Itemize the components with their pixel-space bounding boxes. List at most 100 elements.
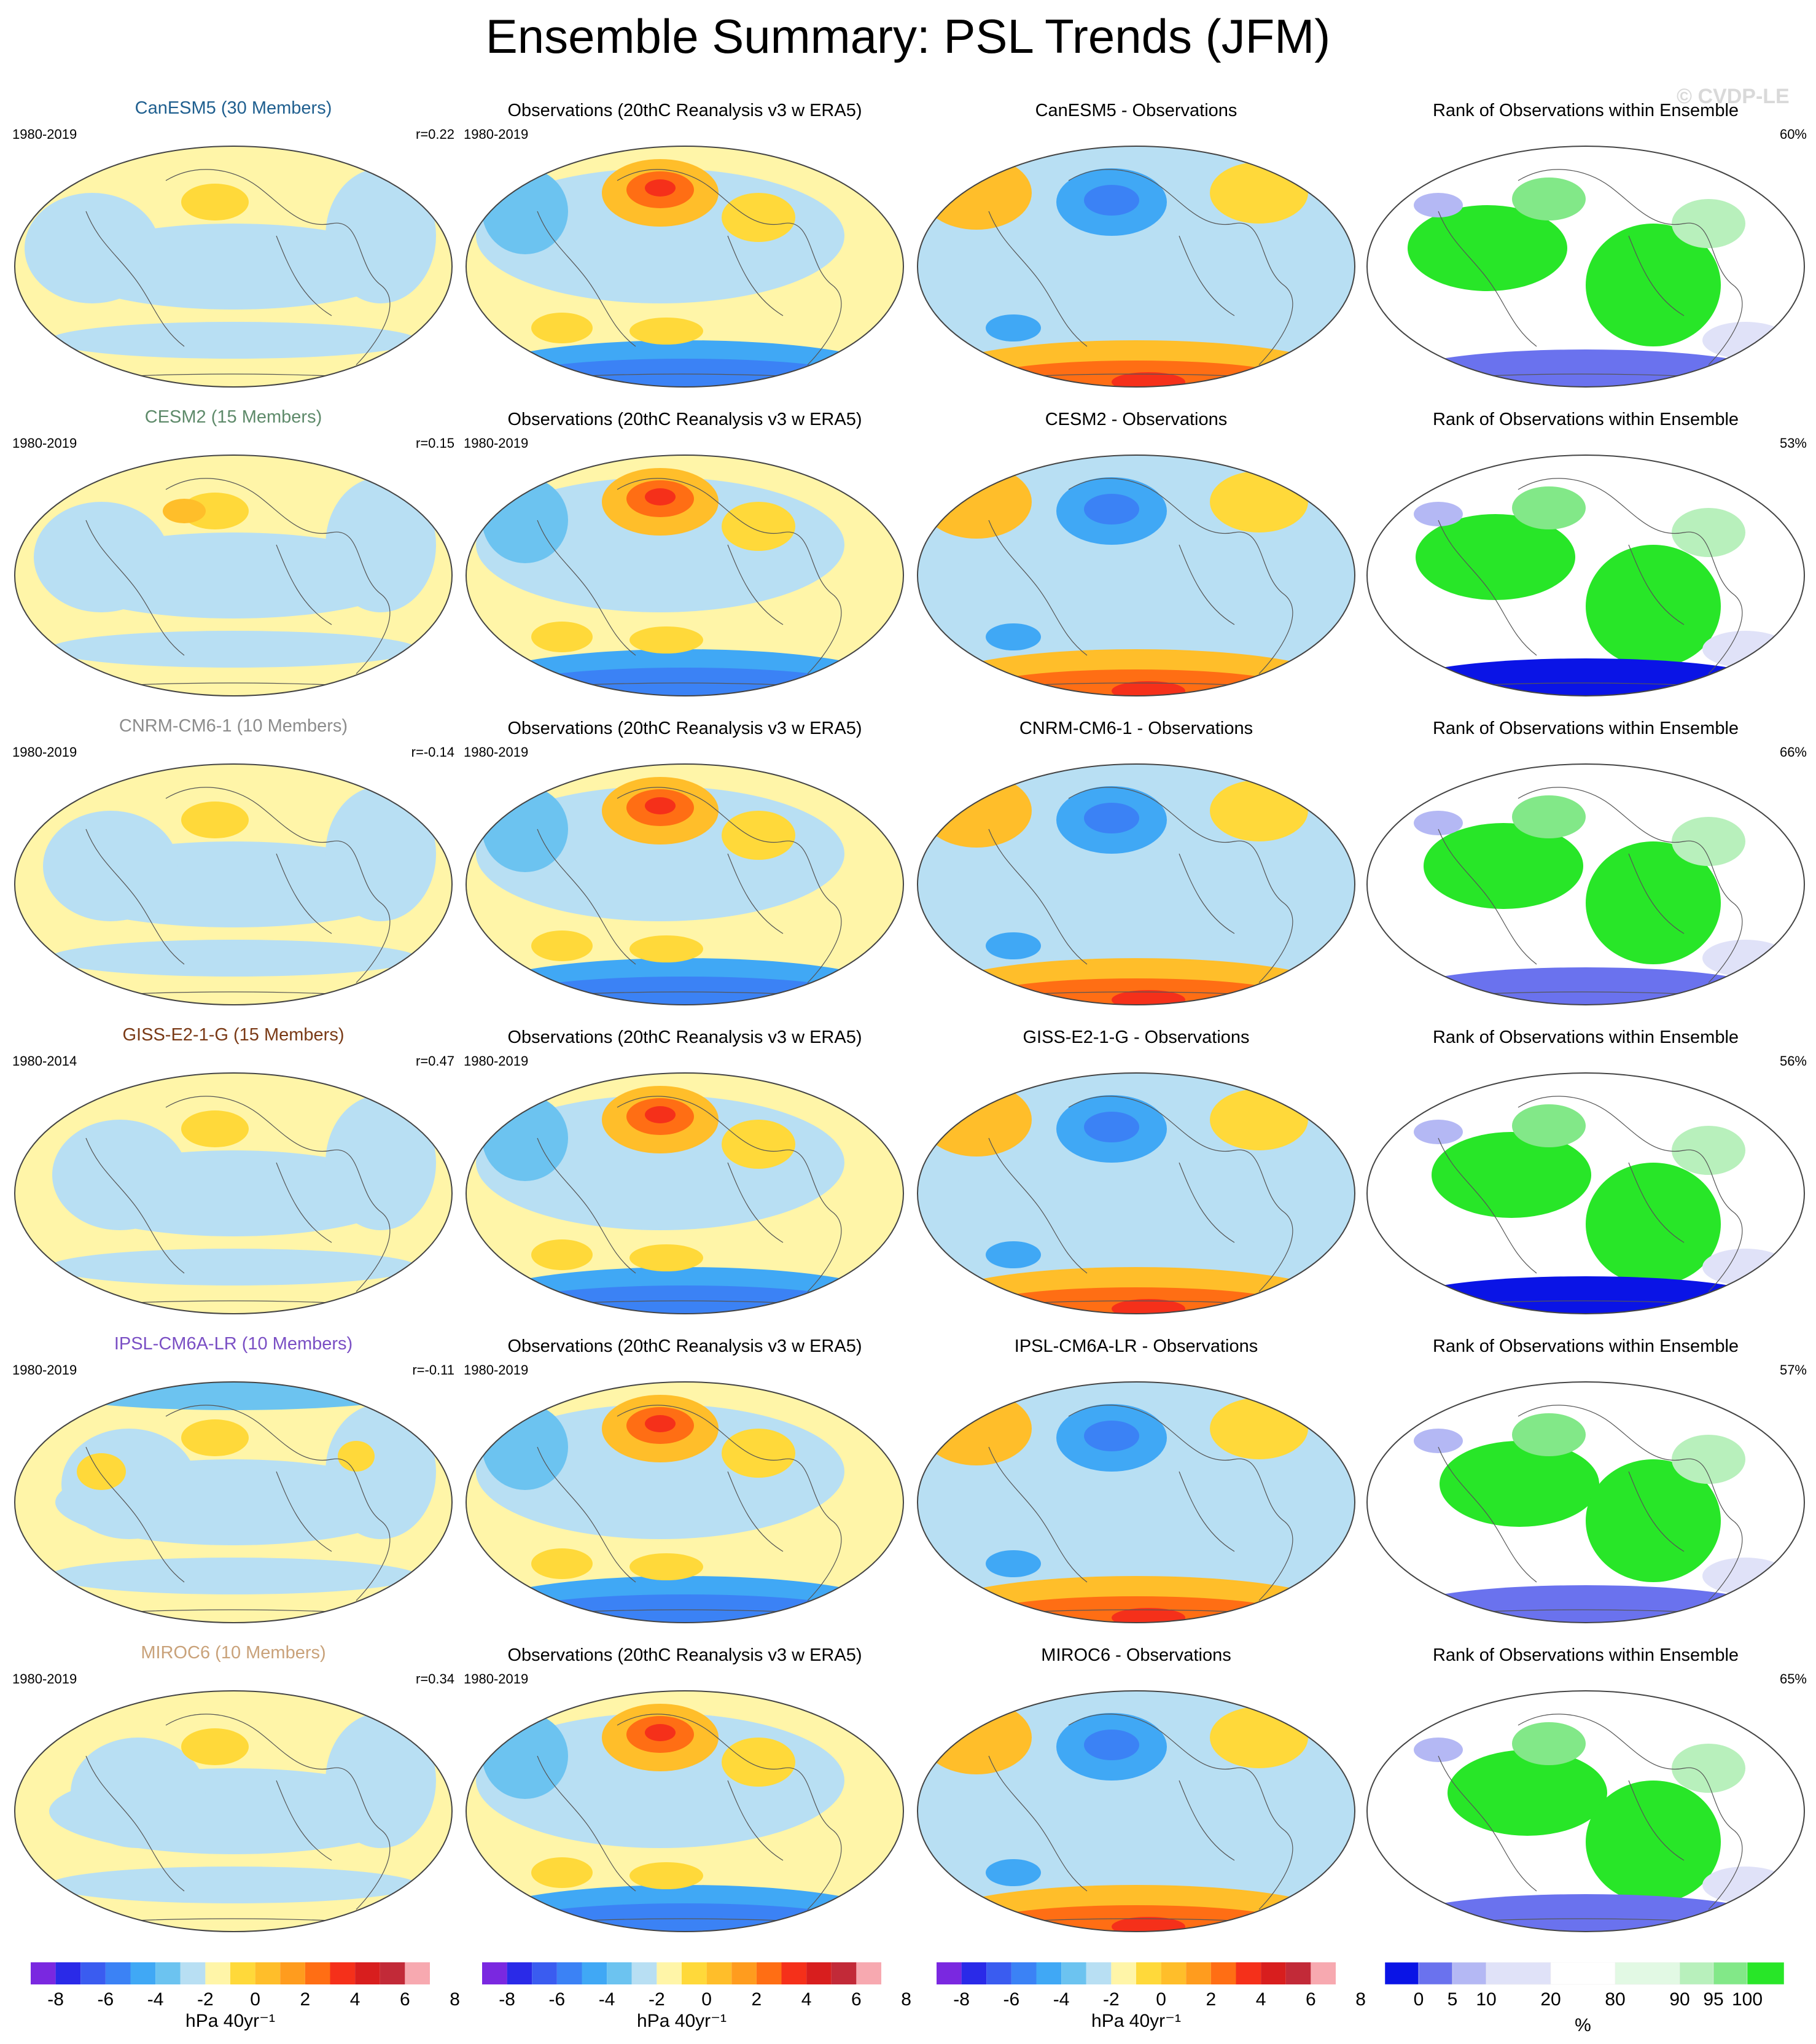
- positive-trend-region: [531, 1857, 593, 1888]
- max-positive-trend-region: [1112, 1917, 1185, 1932]
- rank-10-20-region: [1702, 1249, 1788, 1285]
- colorbar-tick-label: -2: [1103, 1989, 1120, 2010]
- strong-negative-trend-region: [1084, 1421, 1139, 1451]
- colorbar-tick-label: -2: [649, 1989, 665, 2010]
- colorbar-swatch: [1011, 1962, 1037, 1984]
- robinson-map: [1366, 763, 1805, 1005]
- map-outline: [466, 1381, 904, 1623]
- weak-negative-trend-region: [325, 477, 436, 612]
- strong-negative-trend-region: [1084, 1730, 1139, 1760]
- colorbar-tick-label: 80: [1605, 1989, 1626, 2010]
- colorbar-tick-label: 5: [1447, 1989, 1458, 2010]
- rank-percentage: 57%: [1779, 1362, 1807, 1378]
- rank-90-95-region: [1512, 1722, 1586, 1765]
- positive-trend-region: [921, 1701, 1032, 1774]
- rank-80-90-region: [1672, 1435, 1745, 1484]
- period-label: 1980-2014: [12, 1053, 77, 1069]
- colorbar-unit: hPa 40yr⁻¹: [1091, 2011, 1181, 2031]
- robinson-map: [917, 454, 1355, 696]
- colorbar-tick-label: 4: [1255, 1989, 1266, 2010]
- panel-title: Rank of Observations within Ensemble: [1432, 1645, 1739, 1665]
- negative-trend-region: [986, 314, 1041, 341]
- colorbar-swatch: [55, 1962, 81, 1984]
- colorbar-swatch: [631, 1962, 657, 1984]
- robinson-map: [466, 1072, 904, 1314]
- panel-title: CNRM-CM6-1 - Observations: [1019, 719, 1253, 738]
- strong-negative-trend-region: [1084, 1112, 1139, 1142]
- panel-title: Observations (20thC Reanalysis v3 w ERA5…: [507, 1028, 862, 1047]
- colorbar-tick-label: -4: [1053, 1989, 1070, 2010]
- map-outline: [917, 146, 1355, 388]
- strong-negative-trend-region: [501, 977, 869, 1005]
- negative-trend-region: [986, 623, 1041, 650]
- map-outline: [14, 1690, 453, 1932]
- rank-90-95-region: [1512, 795, 1586, 838]
- colorbar-tick-label: -8: [953, 1989, 970, 2010]
- map-field: [466, 455, 903, 696]
- weak-negative-trend-region: [43, 811, 178, 921]
- colorbar-swatch: [1086, 1962, 1112, 1984]
- map-outline: [1366, 1072, 1805, 1314]
- map-outline: [14, 454, 453, 696]
- positive-trend-region: [181, 1110, 249, 1147]
- map-outline: [466, 1690, 904, 1932]
- weak-negative-trend-region: [49, 1558, 418, 1594]
- colorbar-swatch: [831, 1962, 857, 1984]
- robinson-map: [1366, 1072, 1805, 1314]
- colorbar-swatch: [280, 1962, 305, 1984]
- map-field: [466, 146, 903, 387]
- weak-negative-trend-region: [34, 502, 169, 612]
- map-outline: [466, 763, 904, 1005]
- colorbar-tick-label: 4: [801, 1989, 812, 2010]
- colorbar-swatch: [1311, 1962, 1336, 1984]
- positive-trend-region: [629, 1553, 703, 1580]
- colorbar-swatch: [330, 1962, 356, 1984]
- rank-above-95-region: [1448, 1750, 1607, 1836]
- weak-negative-trend-region: [325, 786, 436, 921]
- rank-5-10-region: [1414, 193, 1463, 217]
- colorbar-tick-label: -4: [147, 1989, 164, 2010]
- max-positive-trend-region: [1112, 681, 1185, 696]
- rank-above-95-region: [1408, 205, 1567, 291]
- colorbar-tick-label: 8: [450, 1989, 460, 2010]
- colorbar-tick-label: 0: [701, 1989, 712, 2010]
- positive-trend-region: [1210, 1089, 1308, 1150]
- map-outline: [1366, 1381, 1805, 1623]
- map-outline: [1366, 146, 1805, 388]
- panel-title: CESM2 (15 Members): [144, 407, 322, 427]
- colorbar-swatch: [1161, 1962, 1187, 1984]
- period-label: 1980-2019: [464, 1671, 529, 1687]
- colorbar-tick-label: 6: [851, 1989, 862, 2010]
- colorbar-tick-label: -6: [97, 1989, 114, 2010]
- colorbar-tick-label: 20: [1540, 1989, 1561, 2010]
- max-positive-trend-region: [645, 1724, 676, 1741]
- positive-trend-region: [1210, 1398, 1308, 1459]
- map-field: [1367, 455, 1804, 696]
- colorbar-swatch: [706, 1962, 732, 1984]
- watermark: © CVDP-LE: [1677, 85, 1790, 108]
- negative-trend-region: [986, 1550, 1041, 1577]
- colorbar-swatches: [31, 1962, 430, 1984]
- strong-negative-trend-region: [1084, 803, 1139, 833]
- rank-above-95-region: [1416, 514, 1575, 600]
- panel-title: GISS-E2-1-G (15 Members): [122, 1025, 345, 1045]
- map-outline: [14, 146, 453, 388]
- rank-10-20-region: [1702, 1558, 1788, 1594]
- map-field: [1367, 1691, 1804, 1932]
- positive-trend-region: [1210, 471, 1308, 532]
- strong-negative-trend-region: [501, 359, 869, 387]
- strong-negative-trend-region: [501, 668, 869, 696]
- colorbar-swatch: [1136, 1962, 1161, 1984]
- positive-trend-region: [722, 193, 795, 242]
- colorbar-swatches: [482, 1962, 881, 1984]
- weak-negative-trend-region: [49, 1867, 418, 1903]
- colorbar-swatch: [255, 1962, 281, 1984]
- strong-negative-trend-region: [501, 1285, 869, 1314]
- positive-trend-region: [629, 935, 703, 962]
- map-field: [466, 1073, 903, 1314]
- map-field: [918, 455, 1355, 696]
- weak-negative-trend-region: [325, 1095, 436, 1230]
- pattern-correlation: r=-0.11: [412, 1362, 454, 1378]
- map-outline: [466, 454, 904, 696]
- map-field: [15, 146, 452, 387]
